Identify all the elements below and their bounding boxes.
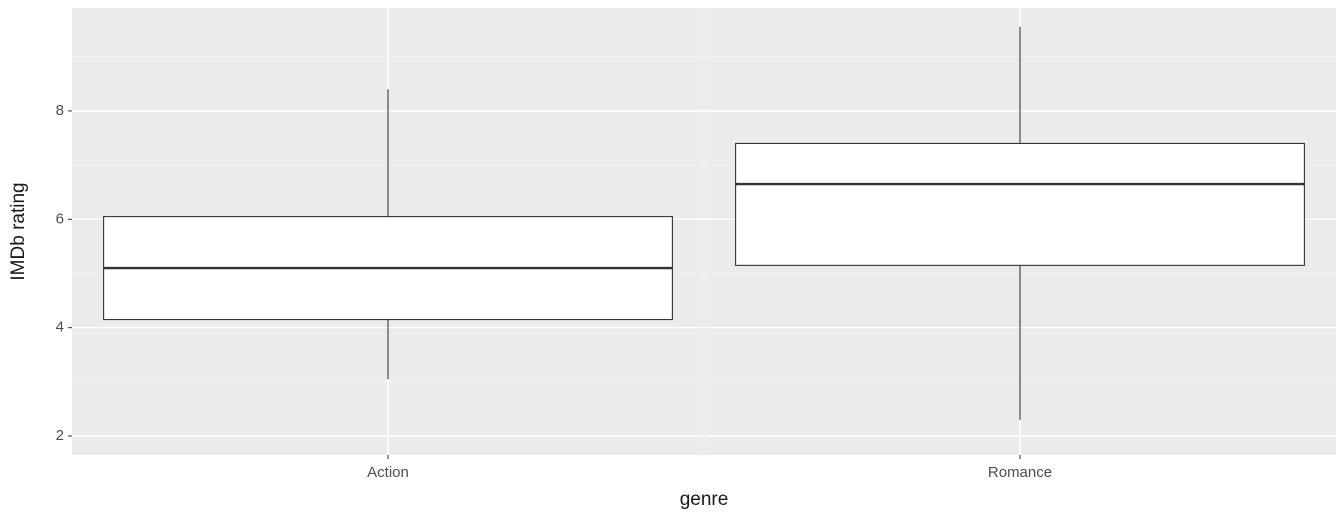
x-tick-label: Romance (988, 464, 1052, 481)
x-tick-label: Action (367, 464, 409, 481)
box (736, 143, 1305, 265)
x-axis-title: genre (680, 489, 729, 510)
y-axis-title: IMDb rating (8, 182, 29, 280)
y-tick-label: 8 (56, 102, 64, 119)
y-tick-label: 2 (56, 427, 64, 444)
y-tick-label: 6 (56, 210, 64, 227)
boxplot-chart: 2 4 6 8 Action Romance genre IMDb rating (0, 0, 1344, 518)
y-tick-label: 4 (56, 319, 64, 336)
